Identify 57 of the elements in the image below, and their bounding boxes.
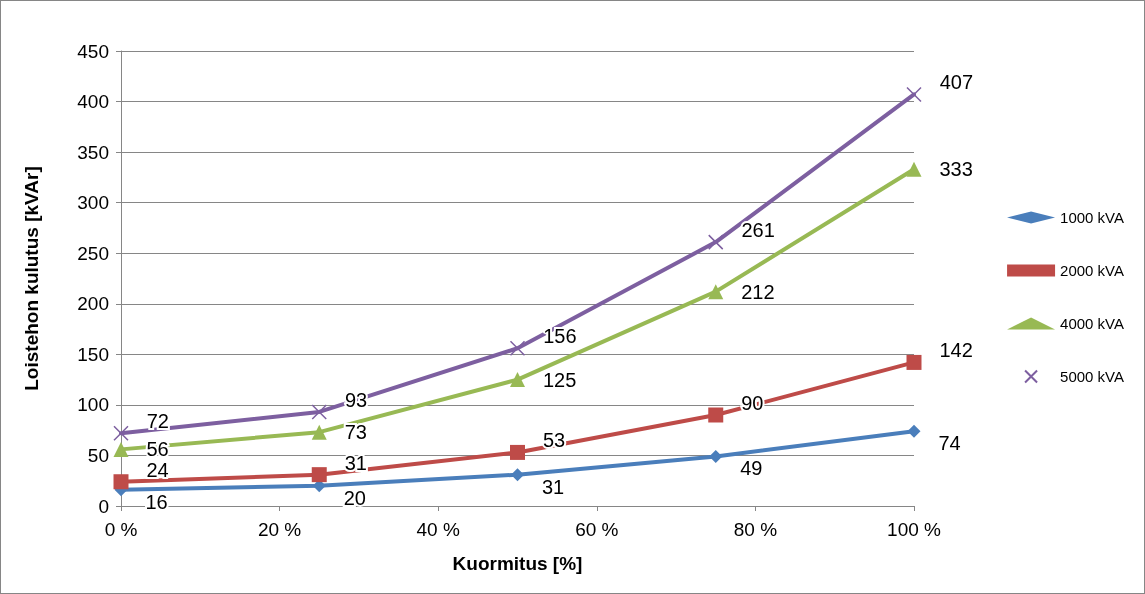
point: [511, 468, 524, 482]
data-label: 142: [939, 339, 973, 362]
x-tick-label: 0 %: [104, 519, 138, 540]
legend-label: 1000 kVA: [1060, 209, 1124, 226]
x-tick-label: 40 %: [416, 519, 460, 540]
point: [709, 449, 723, 463]
point: [708, 234, 724, 250]
point: [311, 404, 327, 420]
y-tick-label: 0: [98, 495, 109, 517]
data-label: 261: [741, 219, 775, 242]
y-tick-label: 400: [77, 91, 109, 113]
data-label: 31: [344, 451, 367, 474]
point: [906, 354, 922, 370]
point: [708, 407, 724, 423]
legend-label: 4000 kVA: [1060, 315, 1124, 332]
x-axis-title: Kuormitus [%]: [452, 553, 583, 574]
legend-label: 5000 kVA: [1060, 368, 1124, 385]
y-axis-title: Loistehon kulutus [kVAr]: [21, 166, 42, 391]
point: [113, 441, 129, 457]
legend-label: 2000 kVA: [1060, 262, 1124, 279]
x-tick-label: 100 %: [887, 519, 942, 540]
point: [113, 474, 129, 490]
point: [113, 425, 129, 441]
point: [708, 284, 724, 300]
data-label: 24: [146, 458, 169, 481]
y-tick-label: 150: [77, 343, 109, 365]
data-label: 73: [344, 421, 367, 444]
y-tick-label: 350: [77, 141, 109, 163]
x-tick-label: 80 %: [733, 519, 778, 540]
data-label: 156: [543, 325, 577, 348]
data-label: 333: [939, 158, 973, 181]
data-label: 125: [543, 368, 577, 391]
y-tick-label: 300: [77, 192, 109, 214]
point: [906, 161, 922, 177]
y-tick-label: 250: [77, 242, 109, 264]
data-label: 93: [345, 388, 368, 411]
point: [311, 424, 327, 440]
data-label: 407: [939, 71, 974, 94]
point: [906, 86, 922, 103]
data-label: 72: [146, 410, 169, 433]
y-tick-label: 450: [77, 40, 109, 62]
y-tick-label: 50: [87, 444, 109, 466]
data-label: 74: [938, 432, 961, 455]
y-tick-label: 200: [77, 293, 109, 315]
x-tick-label: 60 %: [575, 519, 619, 540]
point: [907, 424, 921, 438]
data-label: 49: [740, 457, 763, 480]
y-tick-label: 100: [77, 394, 109, 416]
data-label: 31: [542, 475, 565, 498]
data-label: 20: [343, 486, 366, 509]
data-label: 212: [741, 280, 775, 303]
point: [510, 444, 525, 460]
x-tick-label: 20 %: [257, 519, 302, 540]
data-label: 16: [145, 490, 168, 513]
point: [510, 372, 525, 388]
point: [509, 340, 526, 357]
point: [311, 467, 327, 483]
